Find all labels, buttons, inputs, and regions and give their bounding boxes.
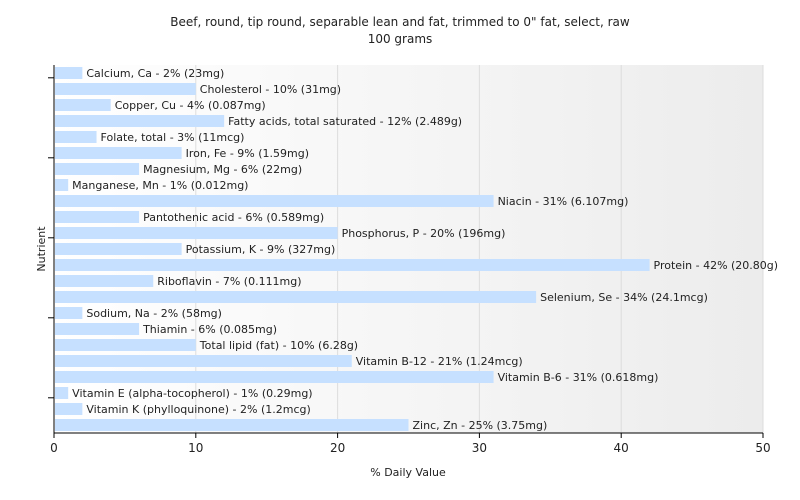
bar <box>55 211 140 223</box>
bar <box>55 147 182 159</box>
bar-label: Phosphorus, P - 20% (196mg) <box>342 227 506 240</box>
bar <box>55 67 83 79</box>
bar <box>55 243 182 255</box>
bar-label: Vitamin K (phylloquinone) - 2% (1.2mcg) <box>86 403 310 416</box>
chart-subtitle: 100 grams <box>367 32 433 46</box>
bar <box>55 371 494 383</box>
bar-label: Magnesium, Mg - 6% (22mg) <box>143 163 302 176</box>
bar-label: Sodium, Na - 2% (58mg) <box>86 307 222 320</box>
x-tick-label: 20 <box>330 441 345 455</box>
bar <box>55 275 154 287</box>
bar <box>55 131 97 143</box>
x-tick-label: 0 <box>50 441 58 455</box>
bar <box>55 83 196 95</box>
bar-label: Iron, Fe - 9% (1.59mg) <box>186 147 309 160</box>
bar-label: Folate, total - 3% (11mcg) <box>101 131 245 144</box>
bar-label: Pantothenic acid - 6% (0.589mg) <box>143 211 324 224</box>
bar-label: Vitamin E (alpha-tocopherol) - 1% (0.29m… <box>72 387 312 400</box>
bar <box>55 227 338 239</box>
bar-label: Calcium, Ca - 2% (23mg) <box>86 67 224 80</box>
bar <box>55 339 196 351</box>
bar-label: Selenium, Se - 34% (24.1mcg) <box>540 291 708 304</box>
bar-label: Fatty acids, total saturated - 12% (2.48… <box>228 115 462 128</box>
bar-label: Protein - 42% (20.80g) <box>654 259 779 272</box>
y-axis-title: Nutrient <box>35 226 48 272</box>
bar-label: Potassium, K - 9% (327mg) <box>186 243 336 256</box>
bar <box>55 307 83 319</box>
bar <box>55 291 537 303</box>
bar <box>55 419 409 431</box>
bar <box>55 323 140 335</box>
bar-label: Thiamin - 6% (0.085mg) <box>142 323 277 336</box>
bar-label: Manganese, Mn - 1% (0.012mg) <box>72 179 248 192</box>
x-axis-title: % Daily Value <box>370 466 446 479</box>
axes-group: 0 10 20 30 40 50 <box>48 65 771 455</box>
bar <box>55 99 111 111</box>
bar-label: Total lipid (fat) - 10% (6.28g) <box>199 339 358 352</box>
bar <box>55 403 83 415</box>
chart-title: Beef, round, tip round, separable lean a… <box>170 15 630 29</box>
bar <box>55 355 352 367</box>
bar-label: Cholesterol - 10% (31mg) <box>200 83 341 96</box>
bar-label: Riboflavin - 7% (0.111mg) <box>157 275 301 288</box>
bar-label: Copper, Cu - 4% (0.087mg) <box>115 99 266 112</box>
bar-label: Niacin - 31% (6.107mg) <box>498 195 629 208</box>
chart-title-block: Beef, round, tip round, separable lean a… <box>0 14 800 48</box>
bar <box>55 179 69 191</box>
x-tick-label: 50 <box>755 441 770 455</box>
bars-group: Calcium, Ca - 2% (23mg) Cholesterol - 10%… <box>55 67 778 432</box>
x-tick-label: 10 <box>188 441 203 455</box>
x-tick-label: 30 <box>472 441 487 455</box>
bar <box>55 163 140 175</box>
bar <box>55 259 650 271</box>
bar <box>55 387 69 399</box>
bar-label: Zinc, Zn - 25% (3.75mg) <box>413 419 548 432</box>
x-tick-label: 40 <box>614 441 629 455</box>
bar-label: Vitamin B-6 - 31% (0.618mg) <box>498 371 659 384</box>
bar <box>55 115 225 127</box>
bar-label: Vitamin B-12 - 21% (1.24mcg) <box>356 355 523 368</box>
bar <box>55 195 494 207</box>
